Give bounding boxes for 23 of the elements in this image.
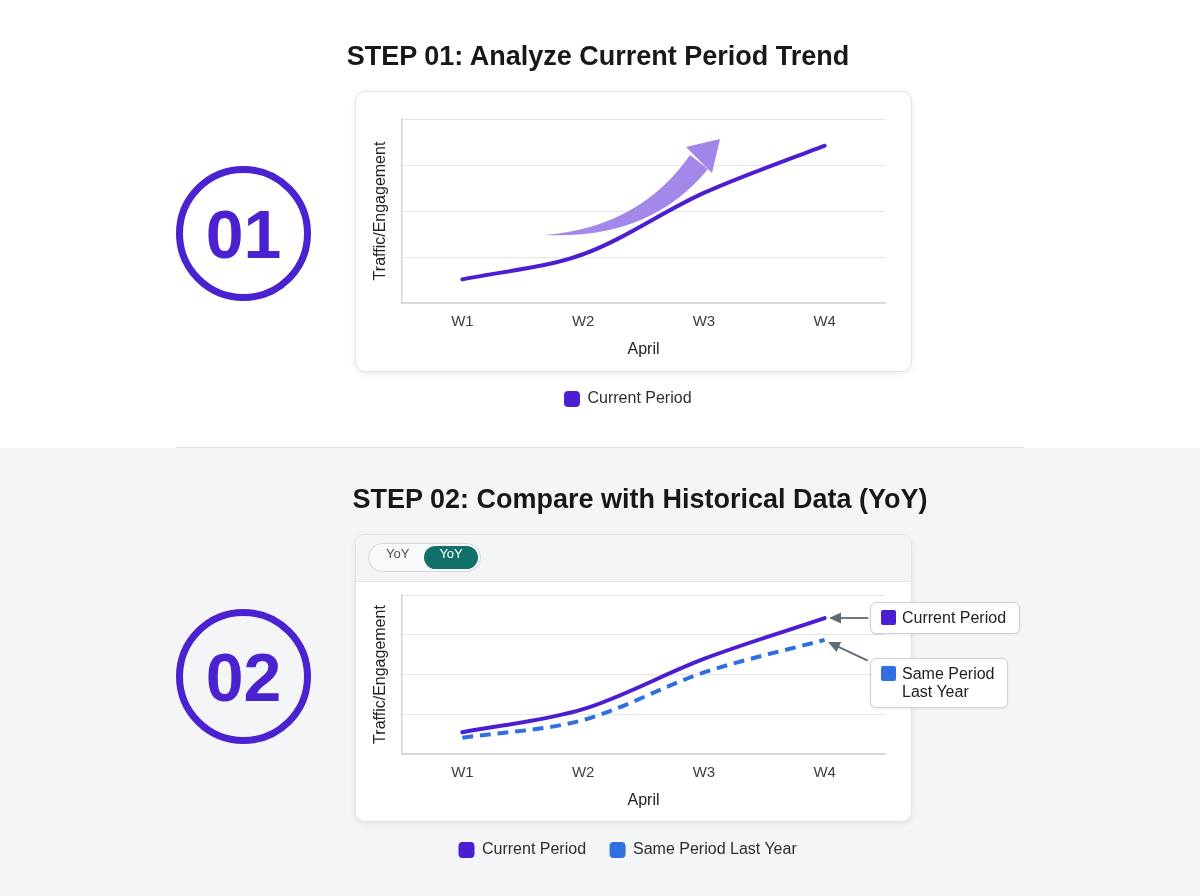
step-badge: 02	[176, 609, 311, 744]
x-axis-title: April	[627, 339, 660, 357]
chart-title: STEP 01: Analyze Current Period Trend	[345, 40, 851, 72]
step-badge: 01	[176, 166, 311, 301]
x-tick-label: W1	[451, 312, 474, 330]
x-tick-label: W2	[571, 312, 595, 330]
legend-label: Current Period	[587, 389, 692, 407]
legend-label: Current Period	[482, 840, 587, 858]
x-tick-label: W4	[813, 763, 836, 781]
chart-title: STEP 02: Compare with Historical Data (YoY)	[351, 483, 929, 515]
y-axis-title: Traffic/Engagement	[371, 604, 389, 744]
callout-box: Current Period	[870, 602, 1021, 635]
x-tick-label: W1	[451, 763, 474, 781]
x-tick-label: W4	[813, 312, 836, 330]
y-axis-title: Traffic/Engagement	[371, 141, 389, 281]
x-axis-title: April	[627, 790, 660, 808]
callout-box: Same Period Last Year	[870, 658, 1009, 709]
x-tick-label: W3	[692, 312, 716, 330]
x-tick-label: W3	[692, 763, 716, 781]
x-tick-label: W2	[571, 763, 595, 781]
toggle-button: YoY	[424, 546, 478, 569]
toggle-switch: YoY YoY	[368, 543, 481, 572]
legend-label: Same Period Last Year	[633, 840, 798, 858]
